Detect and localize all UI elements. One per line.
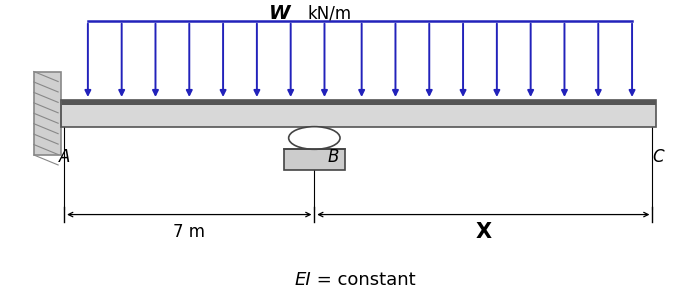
Bar bbox=[61, 100, 656, 127]
Text: A: A bbox=[59, 148, 70, 165]
Text: X: X bbox=[475, 222, 491, 243]
Text: W: W bbox=[269, 4, 291, 23]
Text: 7 m: 7 m bbox=[173, 224, 206, 241]
Text: = constant: = constant bbox=[311, 271, 416, 289]
Bar bbox=[34, 72, 61, 155]
Text: EI: EI bbox=[294, 271, 311, 289]
Bar bbox=[284, 149, 345, 170]
Text: B: B bbox=[328, 148, 339, 165]
Text: C: C bbox=[652, 148, 664, 165]
Bar bbox=[61, 100, 656, 105]
Circle shape bbox=[289, 127, 340, 149]
Bar bbox=[61, 100, 656, 127]
Text: kN/m: kN/m bbox=[308, 4, 352, 22]
